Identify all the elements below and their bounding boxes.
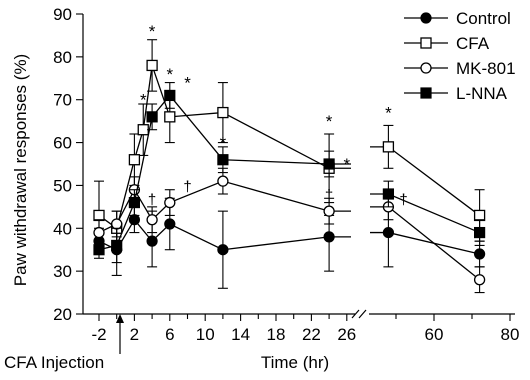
axis-break-mark (359, 310, 366, 318)
significance-asterisk: * (166, 65, 173, 84)
x-tick-label: 22 (302, 325, 321, 344)
data-point (165, 112, 175, 122)
data-point (129, 198, 139, 208)
x-axis-label: Time (hr) (261, 353, 329, 372)
significance-dagger: † (148, 191, 156, 208)
data-point (475, 249, 485, 259)
x-tick-label: 2 (130, 325, 139, 344)
x-tick-label: 14 (231, 325, 250, 344)
data-point (383, 228, 393, 238)
legend-marker (421, 13, 431, 23)
data-point (324, 206, 334, 216)
annotation-label: CFA Injection (4, 353, 104, 372)
y-tick-label: 40 (53, 219, 72, 238)
y-tick-label: 60 (53, 134, 72, 153)
data-point (324, 232, 334, 242)
data-point (383, 189, 393, 199)
data-point (94, 245, 104, 255)
x-tick-label: 6 (165, 325, 174, 344)
data-point (94, 210, 104, 220)
significance-asterisk: * (220, 134, 227, 153)
significance-asterisk: * (149, 22, 156, 41)
y-ticks: 20 30 40 50 60 70 80 90 (53, 5, 83, 324)
series-group (94, 40, 485, 293)
legend-label: CFA (456, 34, 490, 53)
data-point (218, 176, 228, 186)
data-point (129, 155, 139, 165)
data-point (324, 159, 334, 169)
series-line-mk-801 (370, 207, 480, 280)
y-tick-label: 20 (53, 305, 72, 324)
y-tick-label: 70 (53, 91, 72, 110)
significance-dagger: † (183, 178, 191, 195)
y-axis-label: Paw withdrawal responses (%) (11, 54, 30, 286)
significance-dagger: † (325, 187, 333, 204)
data-point (147, 236, 157, 246)
legend-label: MK-801 (456, 59, 516, 78)
x-tick-label: 10 (196, 325, 215, 344)
legend-item-l-nna: L-NNA (404, 84, 508, 103)
data-point (94, 228, 104, 238)
y-tick-label: 90 (53, 5, 72, 24)
x-tick-label: 80 (501, 325, 520, 344)
data-point (147, 215, 157, 225)
legend-item-mk-801: MK-801 (404, 59, 516, 78)
data-point (165, 219, 175, 229)
y-tick-label: 80 (53, 48, 72, 67)
significance-asterisk: * (343, 155, 350, 174)
data-point (112, 240, 122, 250)
data-point (165, 90, 175, 100)
significance-marks: **** *****††† † (140, 22, 408, 208)
x-tick-label: 26 (337, 325, 356, 344)
significance-asterisk: * (184, 74, 191, 93)
series-line-l-nna (370, 194, 480, 233)
data-point (138, 125, 148, 135)
data-point (147, 60, 157, 70)
legend-item-cfa: CFA (404, 34, 490, 53)
x-tick-label: 60 (425, 325, 444, 344)
data-point (218, 155, 228, 165)
series-mk-801 (94, 168, 485, 292)
data-point (112, 219, 122, 229)
legend-item-control: Control (404, 9, 511, 28)
x-tick-label: 18 (267, 325, 286, 344)
significance-asterisk: * (385, 104, 392, 123)
data-point (475, 275, 485, 285)
axes (83, 14, 515, 318)
legend-marker (421, 88, 431, 98)
data-point (129, 215, 139, 225)
significance-dagger: † (399, 191, 407, 208)
legend-marker (421, 38, 431, 48)
y-tick-label: 30 (53, 262, 72, 281)
legend-marker (421, 63, 431, 73)
data-point (218, 108, 228, 118)
legend: Control CFA MK-801 L-NNA (404, 9, 516, 103)
data-point (383, 142, 393, 152)
data-point (475, 210, 485, 220)
x-ticks: -2 2 6 10 14 18 22 26 60 80 (91, 314, 519, 344)
legend-label: Control (456, 9, 511, 28)
x-tick-label: -2 (91, 325, 106, 344)
y-tick-label: 50 (53, 176, 72, 195)
data-point (165, 198, 175, 208)
legend-label: L-NNA (456, 84, 508, 103)
significance-asterisk: * (140, 91, 147, 110)
data-point (218, 245, 228, 255)
annotation-arrow (116, 314, 124, 354)
significance-asterisk: * (149, 108, 156, 127)
data-point (475, 228, 485, 238)
significance-asterisk: * (326, 112, 333, 131)
